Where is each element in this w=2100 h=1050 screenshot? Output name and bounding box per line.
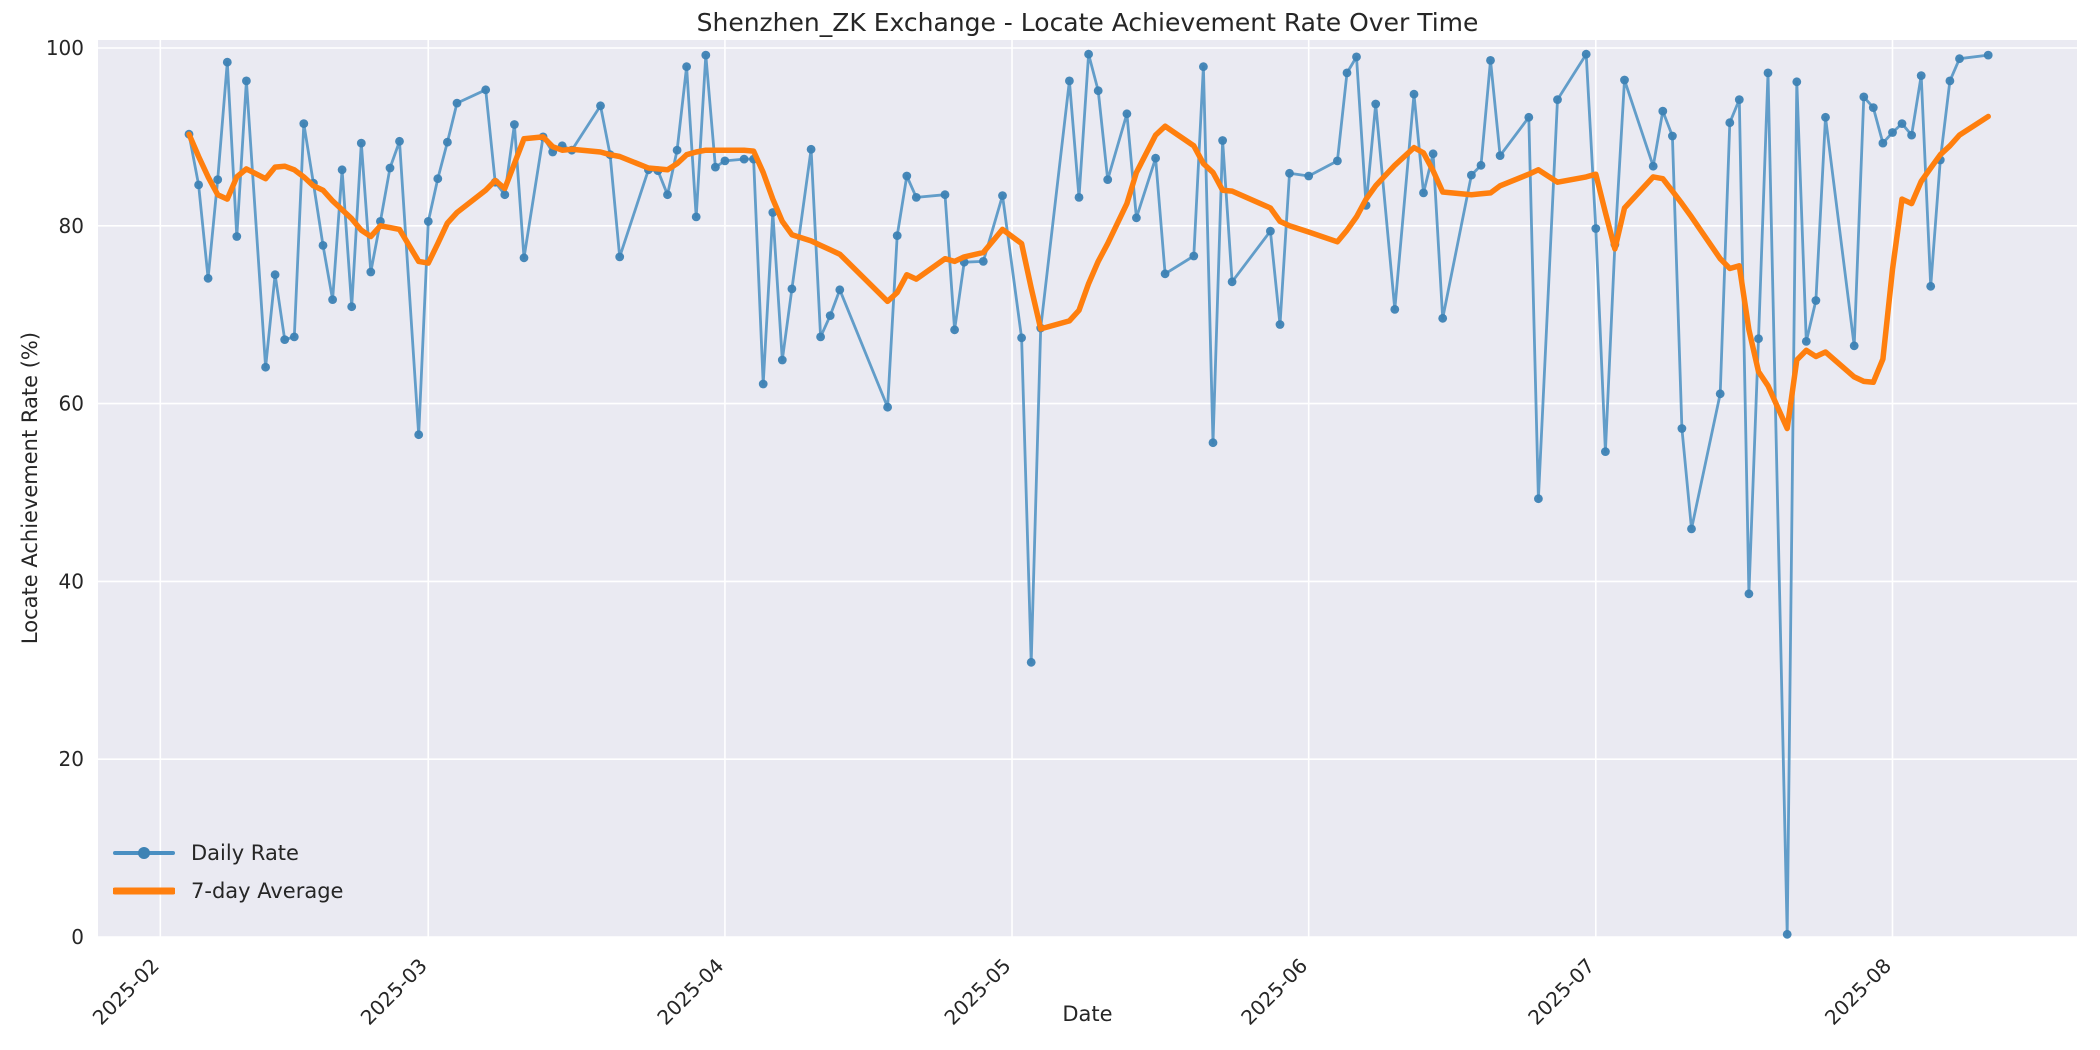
x-axis-label: Date — [1062, 1002, 1113, 1026]
svg-text:80: 80 — [59, 214, 84, 238]
average-line-icon — [113, 887, 175, 895]
legend: Daily Rate 7-day Average — [113, 838, 343, 906]
chart-title: Shenzhen_ZK Exchange - Locate Achievemen… — [696, 8, 1479, 37]
svg-text:100: 100 — [46, 36, 84, 60]
svg-text:0: 0 — [71, 925, 84, 949]
legend-label-daily-rate: Daily Rate — [191, 841, 299, 865]
svg-text:60: 60 — [59, 392, 84, 416]
daily-rate-line-icon — [113, 847, 175, 859]
legend-item-daily-rate: Daily Rate — [113, 838, 343, 868]
svg-text:20: 20 — [59, 747, 84, 771]
legend-label-7day-average: 7-day Average — [191, 879, 344, 903]
legend-item-7day-average: 7-day Average — [113, 876, 343, 906]
y-axis-label: Locate Achievement Rate (%) — [18, 331, 42, 645]
svg-text:40: 40 — [59, 569, 84, 593]
